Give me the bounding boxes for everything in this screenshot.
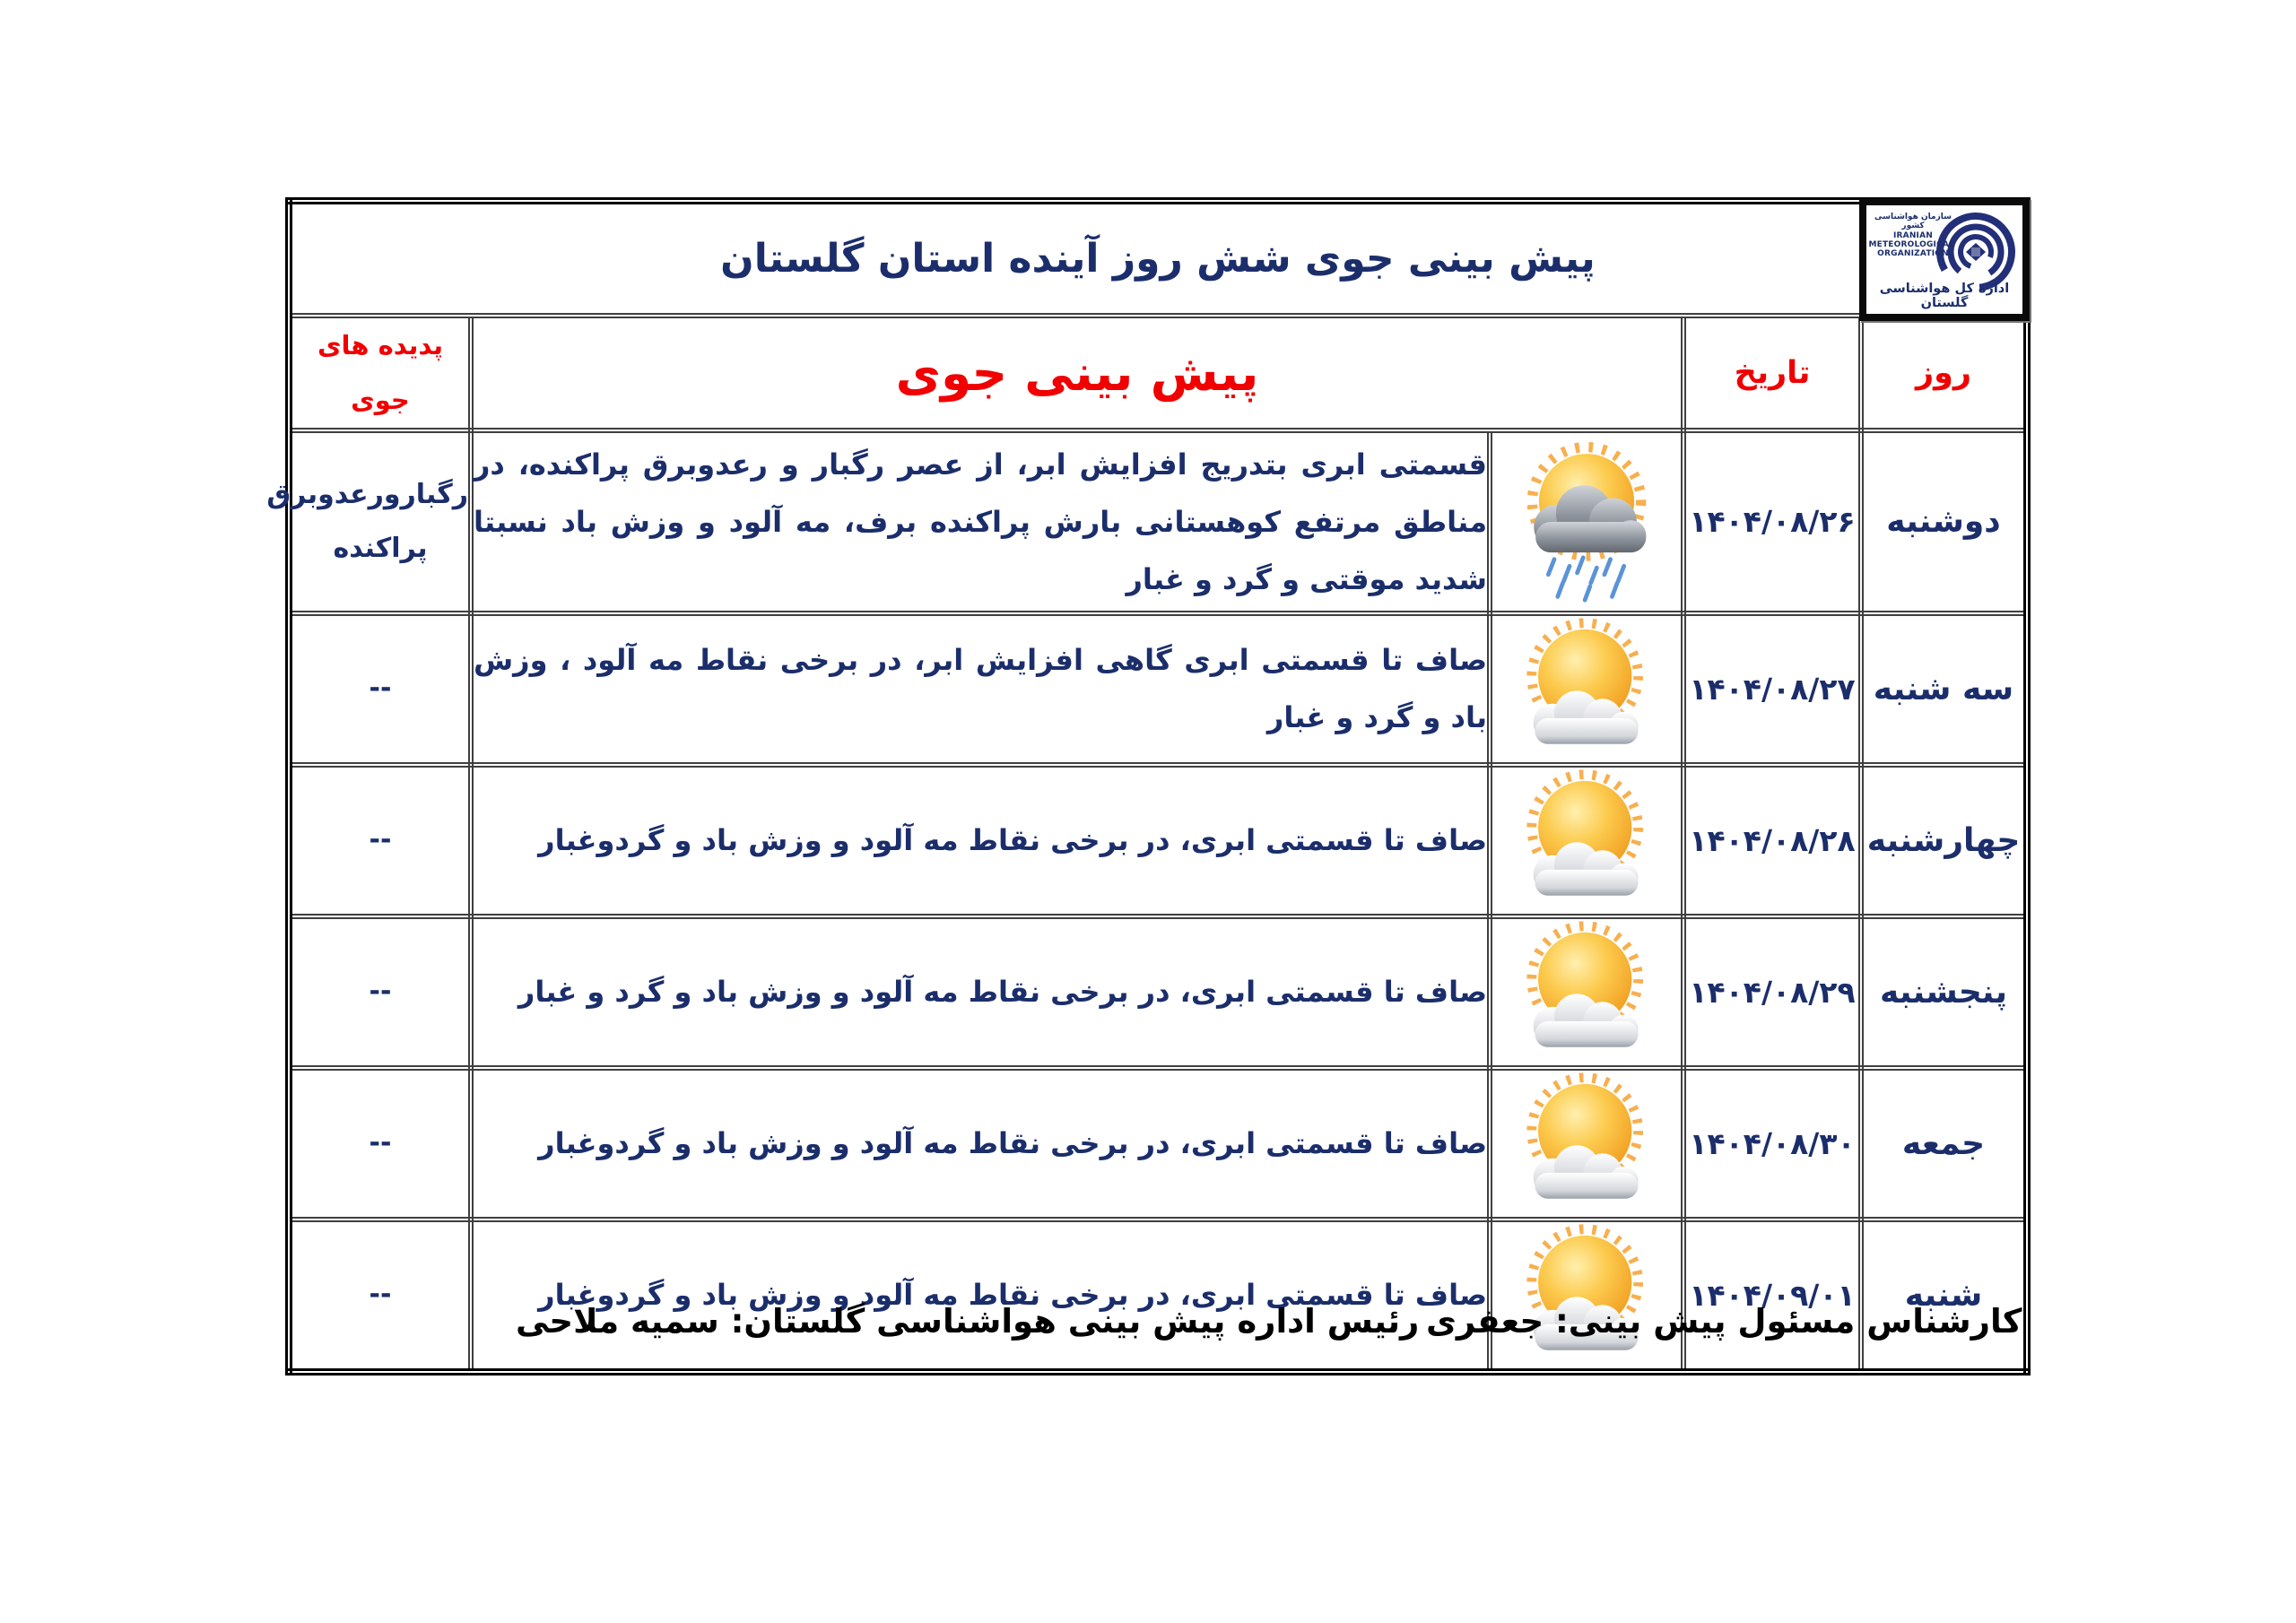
- forecast-expert-signature: کارشناس مسئول پیش بینی: جعفری: [1426, 1302, 2022, 1341]
- header-forecast: پیش بینی جوی: [468, 313, 1686, 433]
- header-date: تاریخ: [1681, 313, 1864, 433]
- phenomena-cell: --: [286, 913, 474, 1071]
- table-header-row: روز تاریخ پیش بینی جوی پدیده های جوی: [286, 313, 2030, 433]
- page-title: پیش بینی جوی شش روز آینده استان گلستان: [720, 236, 1596, 282]
- forecast-table: پیش بینی جوی شش روز آینده استان گلستان: [266, 197, 2031, 1376]
- day-cell: پنجشنبه: [1858, 913, 2030, 1071]
- table-row: چهارشنبه ۱۴۰۴/۰۸/۲۸ صاف تا قسمتی ابری،: [286, 761, 2030, 919]
- day-cell: دوشنبه: [1858, 427, 2030, 616]
- sun-cloud-icon: [1526, 1224, 1643, 1350]
- logo-org-en-1: IRANIAN: [1892, 230, 1934, 240]
- meteorological-spiral-icon: [1936, 213, 2015, 291]
- signature-footer: کارشناس مسئول پیش بینی: جعفری رئیس اداره…: [0, 1302, 2296, 1365]
- date-cell: ۱۴۰۴/۰۸/۳۰: [1681, 1064, 1864, 1222]
- day-cell: شنبه: [1858, 1216, 2030, 1375]
- sun-cloud-icon: [1526, 921, 1643, 1047]
- sun-cloud-icon: [1526, 769, 1643, 896]
- day-cell: سه شنبه: [1858, 610, 2030, 768]
- logo-office-caption: اداره کل هواشناسی گلستان: [1879, 282, 2010, 310]
- table-row: جمعه ۱۴۰۴/۰۸/۳۰ صاف تا قسمتی ابری، در: [286, 1064, 2030, 1222]
- weather-icon-cell: [1487, 1216, 1686, 1375]
- table-row: پنجشنبه ۱۴۰۴/۰۸/۲۹ صاف تا قسمتی ابری،: [286, 913, 2030, 1071]
- forecast-cell: صاف تا قسمتی ابری، در برخی نقاط مه آلود …: [468, 913, 1492, 1071]
- office-head-signature: رئیس اداره پیش بینی هواشناسی گلستان: سمی…: [516, 1302, 1420, 1341]
- date-cell: ۱۴۰۴/۰۸/۲۹: [1681, 913, 1864, 1071]
- table-row: شنبه ۱۴۰۴/۰۹/۰۱ صاف تا قسمتی ابری، در: [286, 1216, 2030, 1375]
- sun-rain-cloud-icon: [1526, 441, 1647, 603]
- forecast-cell: صاف تا قسمتی ابری، در برخی نقاط مه آلود …: [468, 761, 1492, 919]
- forecast-cell: صاف تا قسمتی ابری، در برخی نقاط مه آلود …: [468, 1064, 1492, 1222]
- date-cell: ۱۴۰۴/۰۸/۲۷: [1681, 610, 1864, 768]
- weather-icon-cell: [1487, 610, 1686, 768]
- logo-org-en-3: ORGANIZATION: [1877, 249, 1949, 259]
- table-row: سه شنبه ۱۴۰۴/۰۸/۲۷ صاف تا قسمتی ابری گ: [286, 610, 2030, 768]
- sun-cloud-icon: [1526, 618, 1643, 744]
- phenomena-cell: --: [286, 1216, 474, 1375]
- weather-icon-cell: [1487, 913, 1686, 1071]
- weather-icon-cell: [1487, 1064, 1686, 1222]
- forecast-cell: قسمتی ابری بتدریج افزایش ابر، از عصر رگب…: [468, 427, 1492, 616]
- weather-icon-cell: [1487, 761, 1686, 919]
- day-cell: جمعه: [1858, 1064, 2030, 1222]
- weather-icon-cell: [1487, 427, 1686, 616]
- logo-org-en-2: METEOROLOGICAL: [1868, 240, 1954, 250]
- date-cell: ۱۴۰۴/۰۸/۲۸: [1681, 761, 1864, 919]
- header-phenomena: پدیده های جوی: [286, 313, 474, 433]
- org-logo: سازمان هواشناسی کشور IRANIAN METEOROLOGI…: [1859, 198, 2030, 321]
- phenomena-cell: --: [286, 761, 474, 919]
- phenomena-cell: --: [286, 610, 474, 768]
- logo-org-fa: سازمان هواشناسی کشور: [1874, 213, 1952, 231]
- date-cell: ۱۴۰۴/۰۹/۰۱: [1681, 1216, 1864, 1375]
- sun-cloud-icon: [1526, 1072, 1643, 1199]
- phenomena-cell: رگبارورعدوبرق پراکنده: [266, 427, 474, 616]
- date-cell: ۱۴۰۴/۰۸/۲۶: [1681, 427, 1864, 616]
- day-cell: چهارشنبه: [1858, 761, 2030, 919]
- phenomena-cell: --: [286, 1064, 474, 1222]
- forecast-cell: صاف تا قسمتی ابری گاهی افزایش ابر، در بر…: [468, 610, 1492, 768]
- table-row: دوشنبه ۱۴۰۴/۰۸/۲۶: [266, 427, 2030, 616]
- title-cell: پیش بینی جوی شش روز آینده استان گلستان: [286, 198, 2030, 321]
- forecast-cell: صاف تا قسمتی ابری، در برخی نقاط مه آلود …: [468, 1216, 1492, 1375]
- logo-org-names: سازمان هواشناسی کشور IRANIAN METEOROLOGI…: [1868, 213, 1954, 259]
- header-day: روز: [1858, 313, 2030, 433]
- title-row: پیش بینی جوی شش روز آینده استان گلستان: [286, 198, 2030, 321]
